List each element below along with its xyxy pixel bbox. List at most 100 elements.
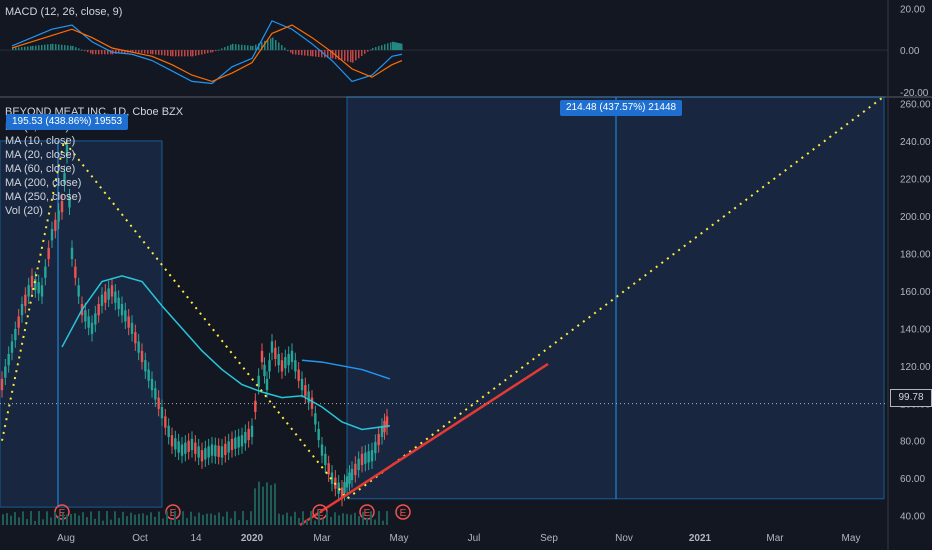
volume-bar [386,511,388,525]
macd-histogram-bar [238,44,240,51]
volume-bar [174,511,176,525]
volume-bar [118,517,120,525]
volume-bar [50,517,52,525]
candle-body [284,357,287,369]
candle-body [250,425,254,437]
legend-ma10[interactable]: MA (10, close) [5,135,76,147]
volume-bar [190,511,192,525]
macd-histogram-bar [72,45,74,51]
macd-histogram-bar [355,50,357,61]
macd-histogram-bar [195,50,197,56]
volume-bar [346,513,348,525]
candle-body [74,266,77,278]
volume-bar [90,511,92,525]
volume-bar [138,513,140,525]
candle-body [167,425,170,437]
macd-histogram-bar [375,47,377,51]
candle-body [63,172,66,185]
candle-body [214,445,217,457]
volume-bar [370,511,372,525]
candle-body [68,196,71,208]
macd-histogram-bar [181,50,183,57]
macd-histogram-bar [210,50,212,53]
macd-histogram-bar [172,50,174,57]
volume-bar [34,520,36,525]
volume-bar [210,513,212,525]
macd-histogram-bar [275,40,277,51]
candle-body [210,444,214,456]
candle-body [280,360,284,372]
candle-body [380,425,384,437]
volume-bar [206,513,208,525]
macd-histogram-bar [184,50,186,57]
volume-bar [110,519,112,525]
macd-histogram-bar [338,50,340,60]
legend-ma20[interactable]: MA (20, close) [5,149,76,161]
macd-histogram-bar [167,50,169,56]
candle-body [114,291,117,303]
macd-histogram-bar [92,50,94,55]
macd-histogram-bar [187,50,189,57]
macd-histogram-bar [298,50,300,55]
x-tick-label: Nov [615,533,633,544]
volume-bar [302,511,304,525]
candle-body [294,360,297,372]
macd-histogram-bar [164,50,166,56]
legend-volume[interactable]: Vol (20) [5,205,43,217]
candle-body [90,322,94,334]
volume-bar [378,511,380,525]
macd-histogram-bar [55,44,57,51]
macd-histogram-bar [52,43,54,51]
candle-body [277,353,280,366]
macd-histogram-bar [264,40,266,51]
volume-bar [126,516,128,525]
y-tick-label: 200.00 [900,212,931,223]
candle-body [350,468,354,481]
candle-body [100,294,104,306]
candle-body [60,201,64,213]
macd-histogram-bar [30,46,32,51]
volume-bar [230,518,232,525]
macd-histogram-bar [230,44,232,51]
volume-bar [350,514,352,525]
macd-histogram-bar [50,44,52,51]
macd-histogram-bar [147,50,149,54]
volume-bar [318,511,320,525]
candle-body [147,369,150,381]
x-tick-label: Aug [57,533,75,544]
macd-histogram-bar [41,44,43,51]
macd-histogram-bar [304,50,306,56]
macd-histogram-bar [90,50,92,54]
candle-body [34,279,37,291]
candle-body [180,444,184,456]
macd-histogram-bar [398,42,400,51]
candle-body [297,369,300,381]
x-tick-label: Mar [313,533,331,544]
macd-histogram-bar [150,50,152,55]
macd-histogram-bar [372,48,374,51]
macd-signal-line [11,24,403,83]
macd-histogram-bar [364,50,366,54]
earnings-marker-label: E [400,508,407,519]
candle-body [10,341,14,353]
volume-bar [194,516,196,525]
candle-body [304,385,307,397]
volume-bar [178,519,180,525]
legend-ma200[interactable]: MA (200, close) [5,177,82,189]
range-callout-left[interactable]: 195.53 (438.86%) 19553 [6,114,129,130]
macd-histogram-bar [396,42,398,51]
candle-body [340,487,344,499]
legend-ma60[interactable]: MA (60, close) [5,163,76,175]
macd-histogram-bar [381,45,383,51]
y-tick-label: 60.00 [900,474,925,485]
macd-histogram-bar [24,46,26,51]
macd-histogram-bar [204,50,206,54]
macd-histogram-bar [161,50,163,56]
candle-body [134,332,137,344]
x-tick-label: Oct [132,533,148,544]
macd-histogram-bar [190,50,192,57]
legend-ma250[interactable]: MA (250, close) [5,191,82,203]
range-callout-right[interactable]: 214.48 (437.57%) 21448 [560,100,683,116]
volume-bar [134,514,136,525]
